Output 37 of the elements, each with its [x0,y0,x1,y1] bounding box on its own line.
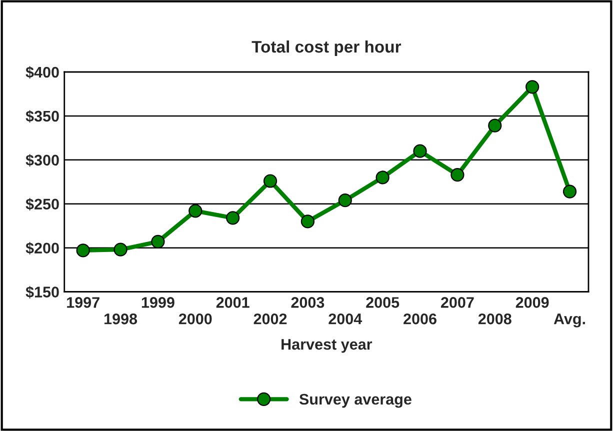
x-tick-label: 2006 [404,314,436,324]
x-tick-label: 2003 [291,297,324,308]
y-tick-label: $350 [26,110,59,123]
point [450,168,464,182]
y-tick-label: $400 [26,66,59,79]
point [413,144,427,158]
x-tick-label: 1999 [142,297,174,308]
x-tick-label: 2001 [216,297,250,308]
point [376,170,390,184]
point [151,234,165,248]
x-tick-label: 2007 [440,297,474,308]
point [562,184,577,198]
x-tick-label: 2000 [178,314,212,324]
x-tick-label: 2004 [328,314,362,324]
chart-title: Total cost per hour [252,40,402,56]
x-tick-label: 2009 [516,297,549,308]
point [526,80,540,94]
x-tick-label: Avg. [554,314,585,328]
y-tick-label: $250 [26,198,59,211]
point [114,242,128,256]
x-tick-label: 2002 [254,314,287,324]
x-tick-label: 2005 [366,297,400,308]
y-tick-label: $300 [26,154,59,167]
point [338,194,352,208]
point [300,214,315,228]
point [226,211,240,225]
x-tick-label: 1997 [67,297,100,308]
x-axis-title: Harvest year [282,339,372,353]
point [76,244,90,258]
y-tick-label: $200 [26,242,59,254]
x-tick-label: 2008 [478,314,512,324]
x-tick-label: 1998 [104,314,138,324]
point [488,118,502,132]
point [188,204,202,218]
point [263,174,278,188]
y-tick-label: $150 [26,286,59,298]
legend-label: Survey average [299,394,412,408]
